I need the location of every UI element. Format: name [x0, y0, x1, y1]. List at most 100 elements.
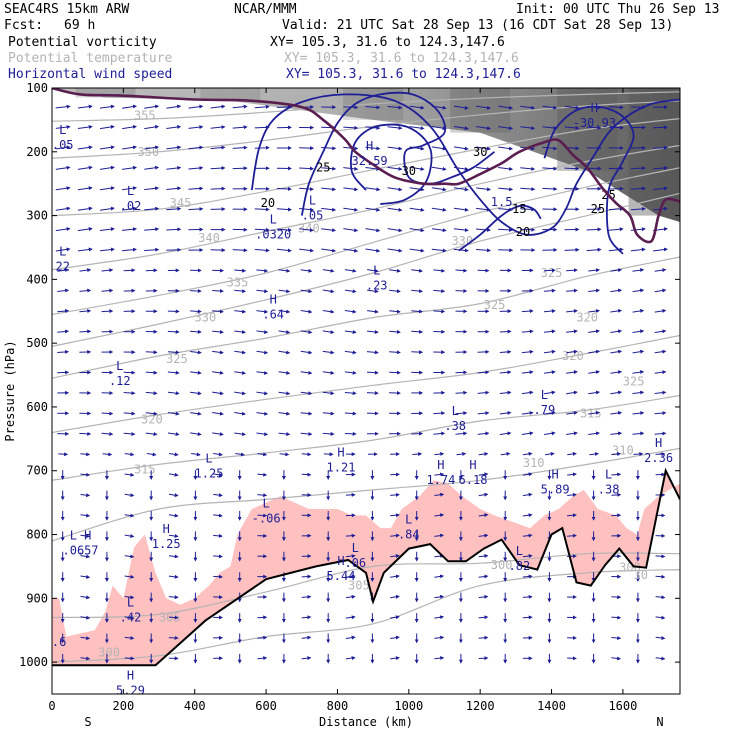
- wind-arrow-635: [478, 554, 489, 558]
- wind-arrow-274: [543, 288, 556, 293]
- wind-arrow-301: [521, 309, 534, 314]
- wind-arrow-579: [478, 513, 489, 518]
- wind-arrow-317: [256, 330, 269, 334]
- wind-arrow-697: [611, 595, 622, 600]
- extremum-value-25: 5.44: [327, 569, 356, 583]
- wind-arrow-755: [655, 636, 666, 641]
- north-label: N: [656, 715, 663, 729]
- wind-arrow-267: [389, 289, 401, 294]
- wind-arrow-401: [256, 391, 269, 396]
- extra-label-1: 1.5: [491, 195, 513, 209]
- wind-arrow-484: [235, 452, 245, 457]
- wind-arrow-64: [232, 145, 248, 150]
- wind-label-25-2-1: 25: [591, 202, 605, 216]
- wind-arrow-519: [390, 472, 400, 477]
- wind-arrow-356: [499, 349, 512, 354]
- wind-arrow-133: [520, 187, 536, 192]
- wind-arrow-209: [343, 248, 359, 253]
- extremum-value-14: 1.74: [426, 473, 455, 487]
- wind-arrow-286: [190, 309, 202, 314]
- wind-arrow-241: [433, 268, 446, 273]
- wind-arrow-85: [77, 165, 93, 170]
- wind-arrow-551: [478, 492, 489, 497]
- wind-arrow-158: [453, 207, 469, 212]
- wind-arrow-422: [101, 411, 114, 416]
- wind-arrow-110: [630, 166, 646, 171]
- y-tick-label-600: 600: [26, 400, 48, 414]
- wind-arrow-753: [611, 636, 622, 641]
- wind-arrow-47: [476, 126, 491, 131]
- wind-arrow-292: [322, 309, 335, 314]
- wind-arrow-261: [256, 289, 269, 294]
- wind-arrow-130: [453, 187, 469, 192]
- wind-arrow-721: [522, 615, 533, 620]
- stratosphere-shade: [52, 88, 680, 222]
- extremum-value-23: .06: [344, 556, 366, 570]
- wind-arrow-105: [520, 166, 536, 171]
- wind-arrow-428: [234, 411, 246, 416]
- wind-arrow-154: [365, 207, 381, 212]
- wind-arrow-45: [431, 126, 447, 131]
- wind-arrow-374: [278, 370, 291, 375]
- extremum-value-13: 1.21: [327, 460, 356, 474]
- wind-arrow-117: [166, 186, 182, 191]
- wind-arrow-433: [344, 411, 357, 416]
- extremum-value-7: 32.59: [352, 154, 388, 168]
- wind-arrow-689: [434, 594, 445, 599]
- wind-arrow-215: [476, 248, 491, 253]
- wind-arrow-20: [498, 105, 514, 110]
- wind-arrow-240: [411, 268, 423, 273]
- extremum-value-28: 5.29: [116, 684, 145, 698]
- extremum-type-28: H: [127, 669, 134, 683]
- extremum-value-6: .05: [302, 208, 324, 222]
- wind-arrow-443: [566, 410, 578, 415]
- extremum-type-18: H: [655, 436, 662, 450]
- plot-frame: [51, 87, 681, 695]
- wind-arrow-581: [522, 513, 533, 518]
- wind-arrow-320: [322, 330, 335, 335]
- wind-arrow-318: [278, 330, 291, 335]
- theta-label-325-3: 325: [623, 374, 645, 388]
- wind-arrow-637: [522, 554, 533, 559]
- wind-arrow-87: [122, 165, 137, 170]
- wind-arrow-416: [588, 390, 600, 395]
- wind-arrow-41: [343, 125, 359, 130]
- wind-arrow-264: [322, 289, 335, 294]
- wind-arrow-131: [476, 187, 491, 192]
- wind-arrow-32: [144, 124, 160, 130]
- wind-arrow-205: [254, 248, 270, 253]
- wind-arrow-665: [522, 574, 533, 579]
- theta-label-325-1: 325: [484, 298, 506, 312]
- model-name: SEAC4RS 15km ARW: [4, 2, 130, 17]
- wind-arrow-344: [234, 350, 246, 355]
- y-tick-label-1000: 1000: [19, 655, 48, 669]
- wind-arrow-49: [520, 126, 536, 131]
- wind-arrow-673: [80, 595, 91, 600]
- wind-arrow-196: [55, 247, 71, 252]
- wind-arrow-225: [79, 268, 92, 273]
- extremum-type-12: L: [205, 452, 212, 466]
- wind-arrow-1: [77, 104, 93, 109]
- wind-arrow-442: [544, 410, 556, 415]
- wind-arrow-123: [299, 187, 314, 192]
- axes: 0 200 400 600 800 1000 1200 1400 1600 100 200 300 40…: [19, 81, 680, 713]
- wind-arrow-406: [366, 391, 379, 396]
- wind-arrow-268: [411, 289, 423, 294]
- wind-arrow-159: [476, 207, 491, 212]
- wind-arrow-197: [77, 247, 93, 252]
- wind-arrow-388: [588, 370, 600, 375]
- wind-arrow-182: [365, 228, 381, 233]
- wind-arrow-332: [588, 329, 600, 334]
- wind-arrow-384: [499, 370, 512, 375]
- wind-arrow-263: [300, 289, 313, 294]
- extremum-value-11: .79: [534, 403, 556, 417]
- wind-arrow-541: [257, 493, 268, 498]
- extremum-type-8: L: [373, 264, 380, 278]
- wind-arrow-509: [168, 472, 179, 477]
- wind-arrow-328: [499, 329, 512, 334]
- wind-arrow-75: [476, 146, 491, 151]
- wind-arrow-731: [124, 636, 135, 640]
- wind-arrow-234: [278, 268, 291, 273]
- wind-arrow-487: [301, 452, 312, 457]
